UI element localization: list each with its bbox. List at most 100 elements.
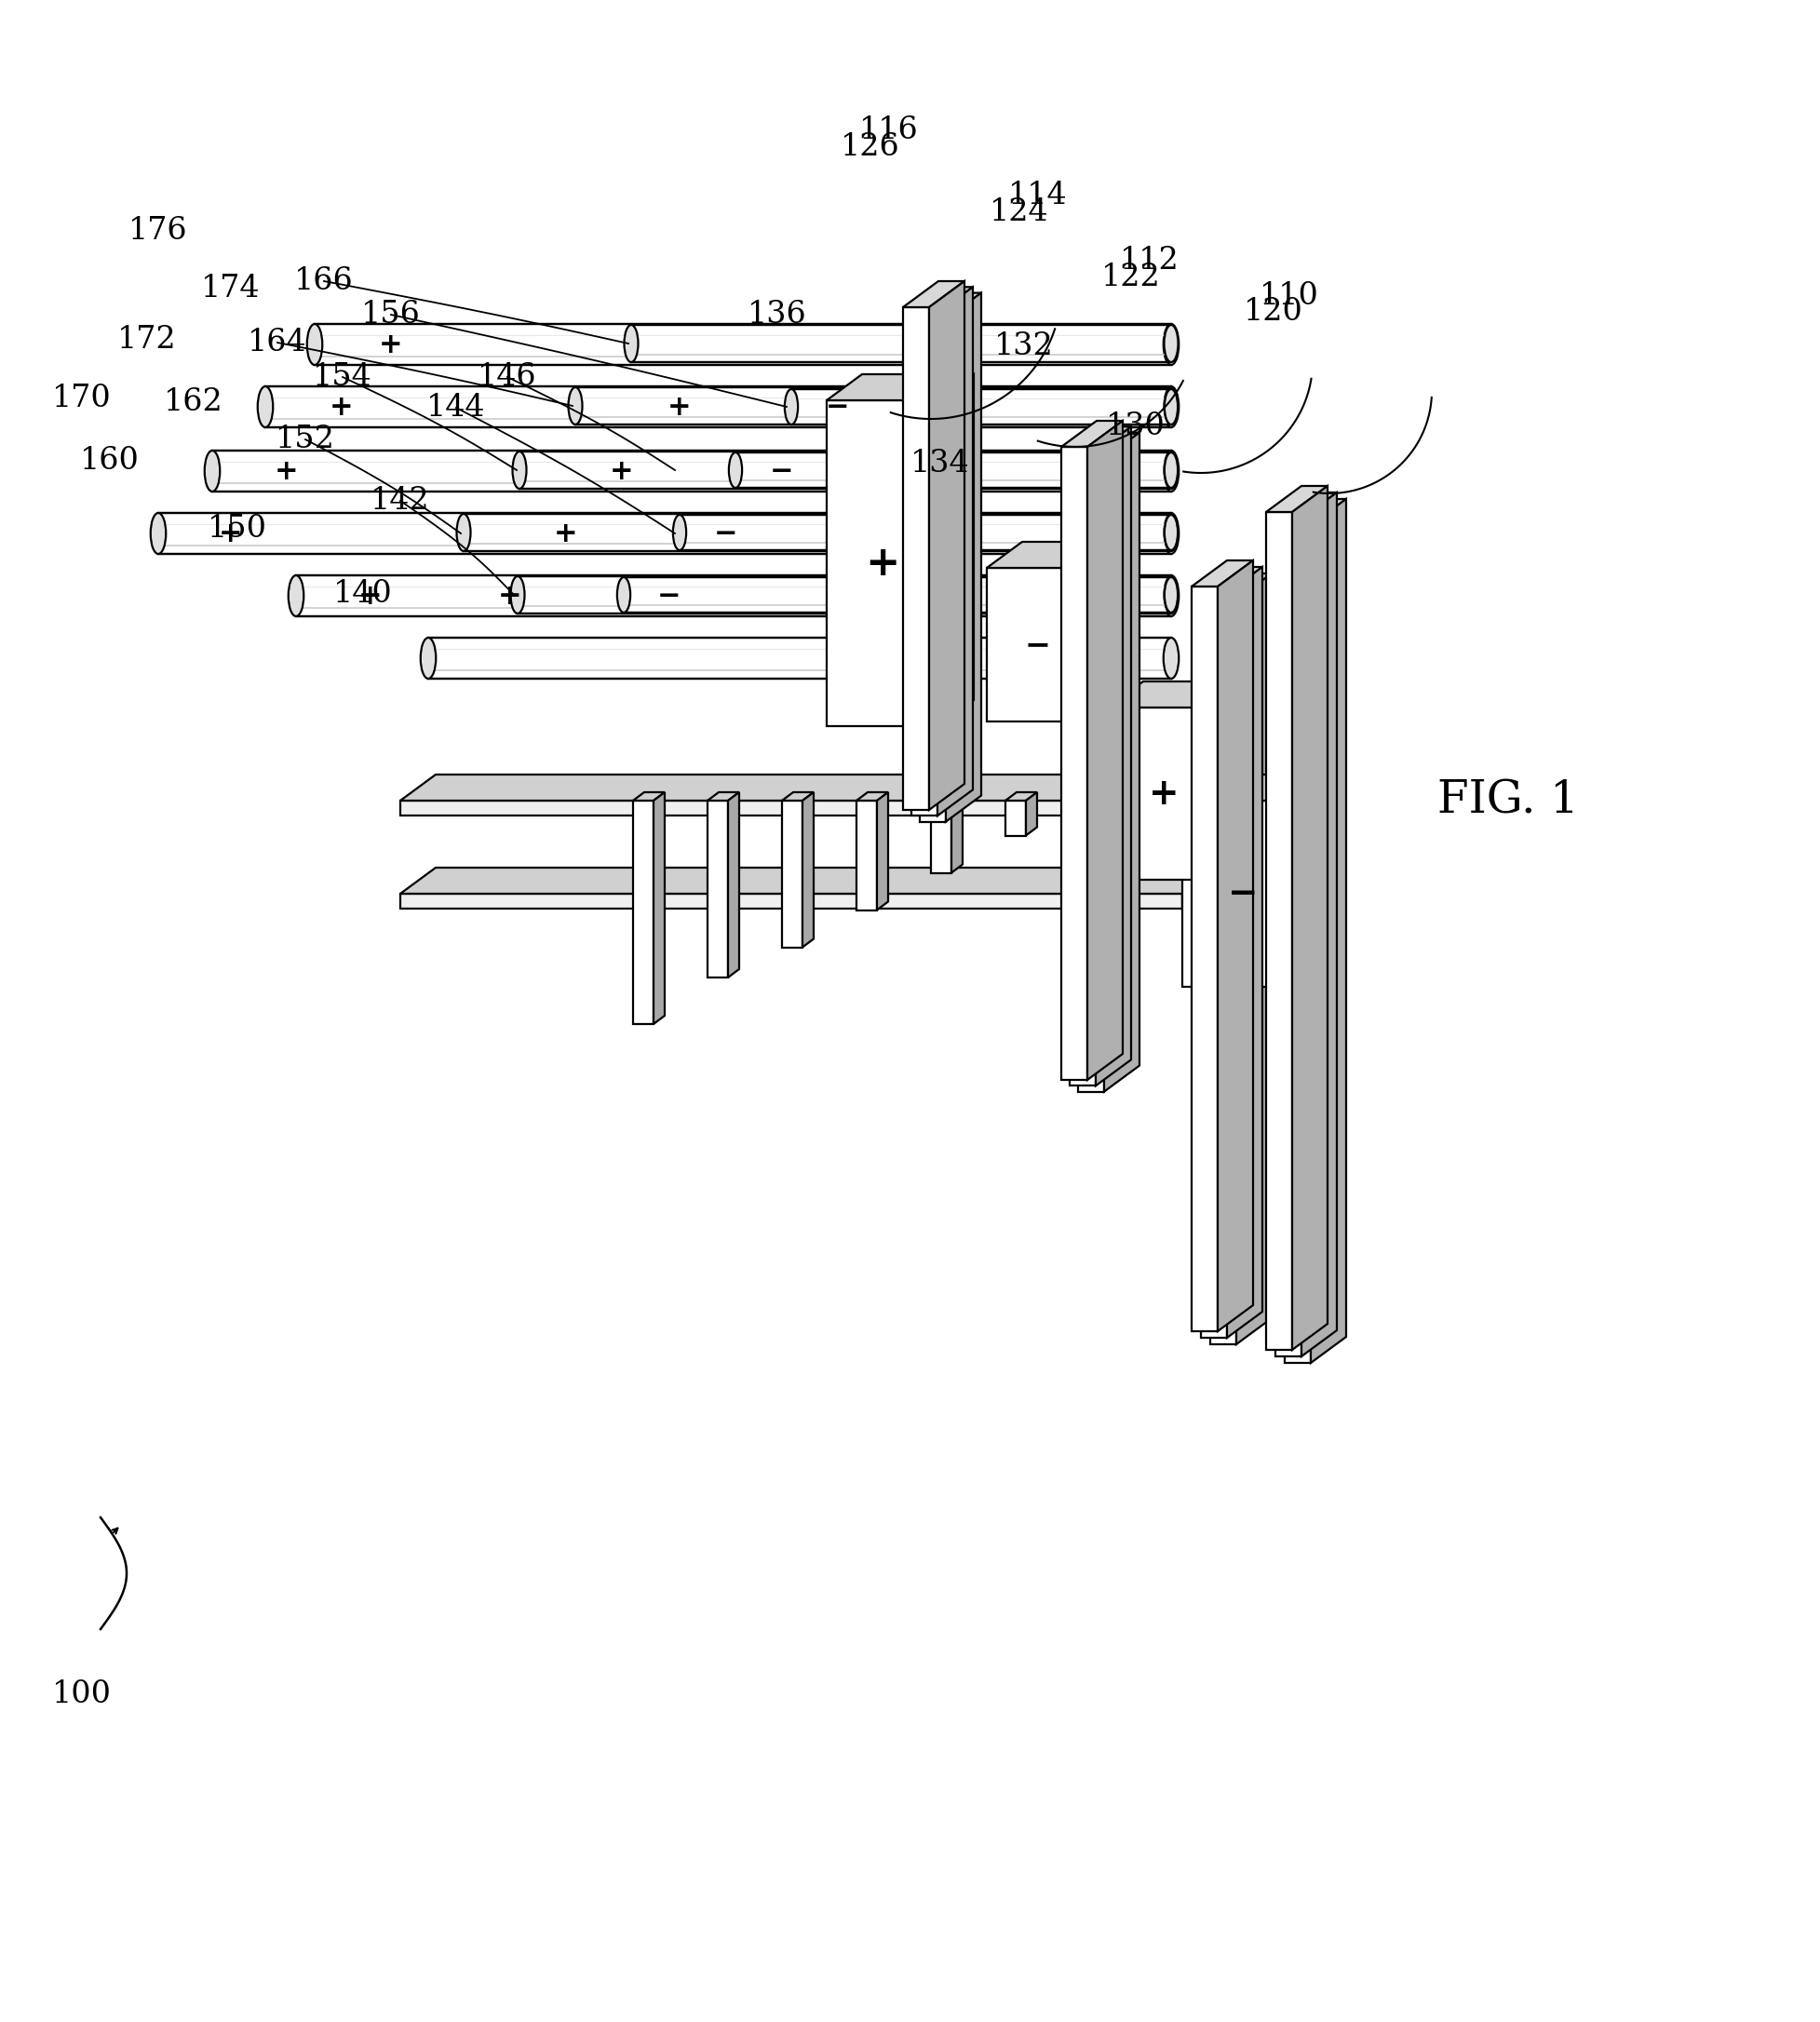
- Polygon shape: [1219, 681, 1254, 880]
- Text: 134: 134: [910, 449, 970, 479]
- Text: 174: 174: [202, 273, 260, 303]
- Polygon shape: [912, 313, 937, 815]
- Polygon shape: [1274, 518, 1301, 1357]
- Polygon shape: [1061, 447, 1087, 1080]
- Text: +: +: [499, 582, 522, 609]
- Polygon shape: [679, 516, 1170, 550]
- Polygon shape: [912, 287, 972, 313]
- Ellipse shape: [1163, 514, 1178, 554]
- Ellipse shape: [624, 326, 637, 362]
- Text: −: −: [1227, 876, 1258, 912]
- Polygon shape: [1074, 793, 1107, 801]
- Polygon shape: [1005, 801, 1025, 835]
- Text: +: +: [218, 520, 242, 546]
- Text: +: +: [329, 394, 353, 421]
- Text: −: −: [770, 457, 794, 485]
- Polygon shape: [937, 287, 972, 815]
- Polygon shape: [1103, 433, 1139, 1092]
- Polygon shape: [928, 281, 965, 811]
- Polygon shape: [803, 793, 814, 946]
- Text: 120: 120: [1243, 297, 1303, 328]
- Text: 100: 100: [53, 1680, 111, 1709]
- Polygon shape: [633, 801, 653, 1023]
- Ellipse shape: [1163, 576, 1178, 613]
- Polygon shape: [1227, 566, 1261, 1339]
- Text: 116: 116: [859, 115, 919, 146]
- Ellipse shape: [568, 388, 582, 425]
- Polygon shape: [1210, 601, 1236, 1345]
- Ellipse shape: [308, 324, 322, 364]
- Polygon shape: [1265, 512, 1292, 1351]
- Text: +: +: [668, 394, 692, 421]
- Polygon shape: [1190, 560, 1252, 586]
- Polygon shape: [1107, 708, 1219, 880]
- Polygon shape: [1236, 574, 1270, 1345]
- Polygon shape: [1190, 586, 1218, 1330]
- Polygon shape: [1201, 566, 1261, 592]
- Polygon shape: [919, 293, 981, 319]
- Text: 166: 166: [295, 267, 353, 295]
- Text: 164: 164: [248, 328, 308, 358]
- Polygon shape: [400, 867, 1218, 894]
- Polygon shape: [1077, 433, 1139, 459]
- Polygon shape: [400, 894, 1181, 908]
- Ellipse shape: [673, 516, 686, 550]
- Text: 154: 154: [313, 362, 371, 392]
- Ellipse shape: [257, 386, 273, 427]
- Polygon shape: [781, 793, 814, 801]
- Polygon shape: [903, 281, 965, 307]
- Text: 170: 170: [53, 384, 111, 412]
- Polygon shape: [1096, 427, 1130, 1086]
- Polygon shape: [1181, 774, 1218, 815]
- Text: 140: 140: [333, 578, 393, 609]
- Ellipse shape: [728, 453, 743, 487]
- Polygon shape: [1087, 421, 1123, 1080]
- Polygon shape: [792, 388, 1170, 425]
- Polygon shape: [1061, 421, 1123, 447]
- Text: 176: 176: [129, 216, 187, 247]
- Polygon shape: [1285, 499, 1345, 526]
- Polygon shape: [855, 801, 877, 910]
- Polygon shape: [1292, 485, 1327, 1351]
- Text: 130: 130: [1105, 410, 1165, 441]
- Polygon shape: [400, 774, 1218, 801]
- Ellipse shape: [1163, 326, 1178, 362]
- Text: +: +: [553, 520, 577, 546]
- Polygon shape: [1285, 526, 1310, 1363]
- Polygon shape: [1301, 493, 1336, 1357]
- Ellipse shape: [1163, 514, 1178, 552]
- Ellipse shape: [204, 451, 220, 491]
- Ellipse shape: [1163, 386, 1178, 427]
- Polygon shape: [950, 793, 963, 874]
- Polygon shape: [517, 576, 1170, 613]
- Text: 156: 156: [360, 299, 420, 330]
- Polygon shape: [1005, 793, 1037, 801]
- Text: 172: 172: [118, 326, 177, 354]
- Polygon shape: [1088, 542, 1125, 722]
- Ellipse shape: [510, 576, 524, 613]
- Polygon shape: [1201, 592, 1227, 1339]
- Text: 122: 122: [1101, 263, 1159, 293]
- Ellipse shape: [1163, 451, 1178, 491]
- Ellipse shape: [1163, 324, 1178, 364]
- Polygon shape: [1068, 427, 1130, 453]
- Text: +: +: [864, 544, 899, 582]
- Ellipse shape: [1165, 453, 1178, 487]
- Ellipse shape: [1165, 388, 1178, 425]
- Polygon shape: [1265, 485, 1327, 512]
- Text: 110: 110: [1259, 281, 1318, 311]
- Polygon shape: [632, 326, 1170, 362]
- Polygon shape: [826, 374, 974, 400]
- Text: 132: 132: [994, 332, 1054, 362]
- Ellipse shape: [1163, 576, 1178, 617]
- Polygon shape: [464, 514, 1170, 552]
- Polygon shape: [1096, 793, 1107, 801]
- Polygon shape: [315, 324, 1170, 364]
- Ellipse shape: [151, 514, 166, 554]
- Text: 150: 150: [207, 514, 268, 544]
- Ellipse shape: [1163, 388, 1178, 425]
- Polygon shape: [1181, 801, 1303, 987]
- Text: +: +: [359, 582, 382, 609]
- Polygon shape: [1181, 774, 1338, 801]
- Text: 146: 146: [477, 362, 537, 392]
